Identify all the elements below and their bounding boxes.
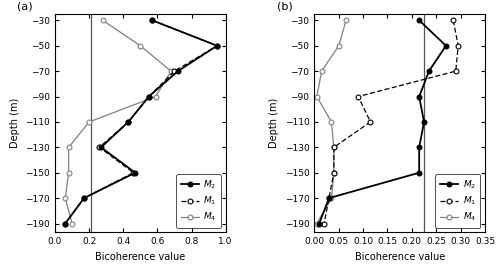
Line: $M_4$: $M_4$ [314,18,348,226]
$M_4$ [331,146,337,149]
$M_1$ [326,197,332,200]
$M_2$ [132,171,138,174]
Line: $M_1$: $M_1$ [63,18,220,226]
$M_1$ [172,69,177,73]
Line: $M_1$: $M_1$ [322,18,460,226]
Y-axis label: Depth (m): Depth (m) [269,98,279,148]
$M_4$ [318,69,324,73]
$M_2$ [421,120,427,123]
$M_4$ [62,197,68,200]
$M_4$ [328,120,334,123]
$M_4$ [336,44,342,47]
$M_4$ [66,171,71,174]
$M_2$ [416,171,422,174]
$M_2$ [214,44,220,47]
$M_1$ [452,69,458,73]
$M_1$ [455,44,461,47]
$M_2$ [416,19,422,22]
$M_1$ [81,197,87,200]
$M_2$ [326,197,332,200]
$M_4$ [314,222,320,225]
$M_2$ [175,69,181,73]
$M_2$ [443,44,449,47]
$M_2$ [98,146,104,149]
$M_1$ [355,95,361,98]
$M_4$ [66,146,71,149]
$M_4$ [100,19,106,22]
Line: $M_2$: $M_2$ [317,18,448,226]
$M_4$ [138,44,143,47]
$M_4$ [152,95,158,98]
$M_1$ [450,19,456,22]
$M_4$ [343,19,349,22]
$M_2$ [81,197,87,200]
Y-axis label: Depth (m): Depth (m) [10,98,20,148]
X-axis label: Bicoherence value: Bicoherence value [95,252,186,262]
Legend: $M_2$, $M_1$, $M_4$: $M_2$, $M_1$, $M_4$ [436,174,480,228]
$M_2$ [416,95,422,98]
$M_1$ [321,222,327,225]
$M_2$ [426,69,432,73]
$M_1$ [62,222,68,225]
$M_4$ [69,222,75,225]
$M_2$ [62,222,68,225]
Line: $M_2$: $M_2$ [63,18,220,226]
$M_2$ [126,120,132,123]
$M_4$ [314,95,320,98]
$M_1$ [130,171,136,174]
$M_4$ [328,197,334,200]
$M_1$ [96,146,102,149]
$M_2$ [416,146,422,149]
$M_1$ [150,19,156,22]
$M_4$ [86,120,92,123]
$M_1$ [331,146,337,149]
$M_1$ [214,44,220,47]
X-axis label: Bicoherence value: Bicoherence value [354,252,445,262]
Line: $M_4$: $M_4$ [63,18,174,226]
$M_2$ [146,95,152,98]
Text: (a): (a) [18,2,33,12]
$M_4$ [331,171,337,174]
$M_4$ [168,69,174,73]
$M_1$ [368,120,374,123]
$M_1$ [126,120,132,123]
$M_2$ [150,19,156,22]
$M_2$ [316,222,322,225]
$M_1$ [146,95,152,98]
Legend: $M_2$, $M_1$, $M_4$: $M_2$, $M_1$, $M_4$ [176,174,221,228]
Text: (b): (b) [277,2,292,12]
$M_1$ [331,171,337,174]
